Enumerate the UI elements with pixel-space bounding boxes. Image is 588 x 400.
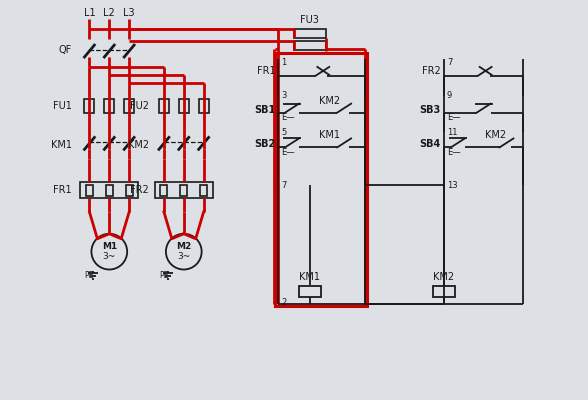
Bar <box>106 185 113 196</box>
Text: FR2: FR2 <box>422 66 441 76</box>
Bar <box>275 53 368 306</box>
Text: L3: L3 <box>123 8 135 18</box>
Text: FR2: FR2 <box>131 185 149 195</box>
Text: 2: 2 <box>281 298 286 307</box>
Text: L2: L2 <box>103 8 115 18</box>
Text: KM2: KM2 <box>433 272 455 282</box>
Bar <box>124 99 134 113</box>
Text: E—: E— <box>447 148 460 157</box>
Bar <box>299 286 321 297</box>
Text: E—: E— <box>281 148 295 157</box>
Bar <box>294 41 326 50</box>
Text: QF: QF <box>58 45 72 55</box>
Bar <box>161 185 168 196</box>
Text: M2: M2 <box>176 242 192 251</box>
Text: PE: PE <box>159 271 169 280</box>
Bar <box>200 185 207 196</box>
Text: KM2: KM2 <box>485 130 506 140</box>
Bar <box>81 182 138 198</box>
Text: 3: 3 <box>281 91 286 100</box>
Bar <box>104 99 114 113</box>
Text: KM2: KM2 <box>128 140 149 150</box>
Bar <box>126 185 133 196</box>
Bar <box>179 99 189 113</box>
Text: FU2: FU2 <box>130 101 149 111</box>
Text: 1: 1 <box>281 58 286 68</box>
Text: 5: 5 <box>281 128 286 137</box>
Bar <box>86 185 93 196</box>
Text: KM1: KM1 <box>51 140 72 150</box>
Bar <box>159 99 169 113</box>
Text: E—: E— <box>447 113 460 122</box>
Text: 11: 11 <box>447 128 457 137</box>
Text: SB2: SB2 <box>254 139 275 149</box>
Text: FR1: FR1 <box>256 66 275 76</box>
Text: 3~: 3~ <box>177 252 191 261</box>
Bar <box>433 286 455 297</box>
Text: E—: E— <box>281 113 295 122</box>
Text: L1: L1 <box>83 8 95 18</box>
Text: PE: PE <box>85 271 94 280</box>
Text: KM1: KM1 <box>319 130 340 140</box>
Text: SB4: SB4 <box>420 139 441 149</box>
Bar <box>85 99 95 113</box>
Text: 9: 9 <box>447 91 452 100</box>
Text: 7: 7 <box>281 181 286 190</box>
Text: 13: 13 <box>447 181 457 190</box>
Text: FU3: FU3 <box>300 15 319 25</box>
Text: FR1: FR1 <box>53 185 72 195</box>
Bar <box>155 182 213 198</box>
Bar <box>181 185 187 196</box>
Text: FU1: FU1 <box>53 101 72 111</box>
Text: 3~: 3~ <box>103 252 116 261</box>
Text: M1: M1 <box>102 242 117 251</box>
Bar <box>294 29 326 38</box>
Text: KM1: KM1 <box>299 272 320 282</box>
Text: KM2: KM2 <box>319 96 340 106</box>
Text: 7: 7 <box>447 58 452 68</box>
Bar <box>199 99 209 113</box>
Text: SB3: SB3 <box>420 105 441 115</box>
Text: SB1: SB1 <box>254 105 275 115</box>
